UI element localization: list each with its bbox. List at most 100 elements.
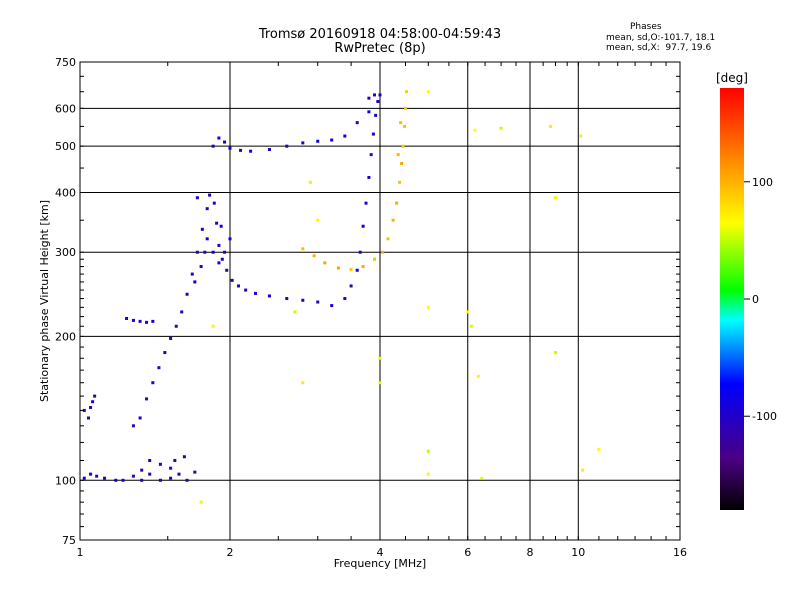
data-point — [308, 180, 312, 184]
data-point — [205, 207, 209, 211]
data-point — [400, 161, 404, 165]
data-point — [151, 381, 155, 385]
data-point — [158, 462, 162, 466]
data-point — [364, 201, 368, 205]
data-point — [211, 250, 215, 254]
data-point — [148, 472, 152, 476]
data-point — [244, 288, 248, 292]
colorbar-unit-label: [deg] — [716, 71, 748, 85]
data-point — [230, 278, 234, 282]
colorbar-ticks: 100 0 -100 — [744, 176, 777, 423]
data-point — [121, 478, 125, 482]
data-point — [312, 254, 316, 258]
x-tick-label: 16 — [673, 546, 687, 559]
y-tick-label: 100 — [55, 474, 76, 487]
data-point — [140, 478, 144, 482]
data-point — [396, 153, 400, 157]
data-point — [336, 266, 340, 270]
data-points — [82, 90, 601, 504]
x-tick-label: 8 — [527, 546, 534, 559]
data-point — [267, 148, 271, 152]
data-point — [180, 310, 184, 314]
data-point — [215, 221, 219, 225]
data-point — [426, 90, 430, 94]
data-point — [426, 449, 430, 453]
chart-title: Tromsø 20160918 04:58:00-04:59:43 — [258, 27, 502, 42]
data-point — [398, 180, 402, 184]
data-point — [293, 310, 297, 314]
x-tick-label: 2 — [227, 546, 234, 559]
data-point — [426, 305, 430, 309]
data-point — [174, 324, 178, 328]
data-point — [349, 268, 353, 272]
data-point — [125, 316, 129, 320]
chart-subtitle: RwPretec (8p) — [334, 41, 426, 56]
data-point — [381, 250, 385, 254]
data-point — [169, 466, 173, 470]
data-point — [373, 257, 377, 261]
data-point — [185, 292, 189, 296]
phase-colorbar — [720, 88, 744, 510]
data-point — [374, 113, 378, 117]
data-point — [193, 470, 197, 474]
data-point — [217, 243, 221, 247]
axis-ticks: 1 2 4 6 8 10 16 75 100 200 300 400 500 600 750 — [55, 56, 687, 559]
data-point — [86, 416, 90, 420]
data-point — [343, 297, 347, 301]
data-point — [157, 366, 161, 370]
data-point — [401, 144, 405, 148]
y-tick-label: 600 — [55, 102, 76, 115]
data-point — [195, 196, 199, 200]
colorbar-tick-label: 0 — [752, 293, 759, 306]
data-point — [82, 476, 86, 480]
data-point — [403, 106, 407, 110]
y-tick-label: 200 — [55, 330, 76, 343]
data-point — [151, 319, 155, 323]
data-point — [581, 468, 585, 472]
data-point — [355, 268, 359, 272]
data-point — [211, 144, 215, 148]
data-point — [131, 474, 135, 478]
data-point — [95, 474, 99, 478]
data-point — [391, 218, 395, 222]
data-point — [376, 100, 380, 104]
data-point — [330, 304, 334, 308]
data-point — [208, 193, 212, 197]
data-point — [91, 400, 95, 404]
o-mode-statistics: mean, sd,O:-101.7, 18.1 — [606, 33, 716, 43]
data-point — [145, 320, 149, 324]
data-point — [182, 455, 186, 459]
data-point — [253, 291, 257, 295]
data-point — [138, 319, 142, 323]
colorbar-tick-label: 100 — [752, 176, 773, 189]
data-point — [199, 265, 203, 269]
data-point — [378, 356, 382, 360]
data-point — [404, 90, 408, 94]
data-point — [499, 126, 503, 130]
data-point — [93, 394, 97, 398]
data-point — [426, 472, 430, 476]
data-point — [367, 110, 371, 114]
y-tick-label: 300 — [55, 246, 76, 259]
data-point — [378, 93, 382, 97]
data-point — [103, 476, 107, 480]
data-point — [148, 458, 152, 462]
data-point — [199, 500, 203, 504]
data-point — [158, 478, 162, 482]
data-point — [395, 201, 399, 205]
data-point — [219, 224, 223, 228]
data-point — [371, 132, 375, 136]
y-tick-label: 750 — [55, 56, 76, 69]
data-point — [597, 447, 601, 451]
data-point — [239, 148, 243, 152]
data-point — [330, 138, 334, 142]
data-point — [82, 408, 86, 412]
data-point — [217, 261, 221, 265]
data-point — [469, 324, 473, 328]
data-point — [228, 237, 232, 241]
data-point — [177, 472, 181, 476]
data-point — [138, 416, 142, 420]
y-axis-label: Stationary phase Virtual Height [km] — [38, 200, 51, 402]
data-point — [89, 472, 93, 476]
x-axis-label: Frequency [MHz] — [334, 557, 426, 570]
